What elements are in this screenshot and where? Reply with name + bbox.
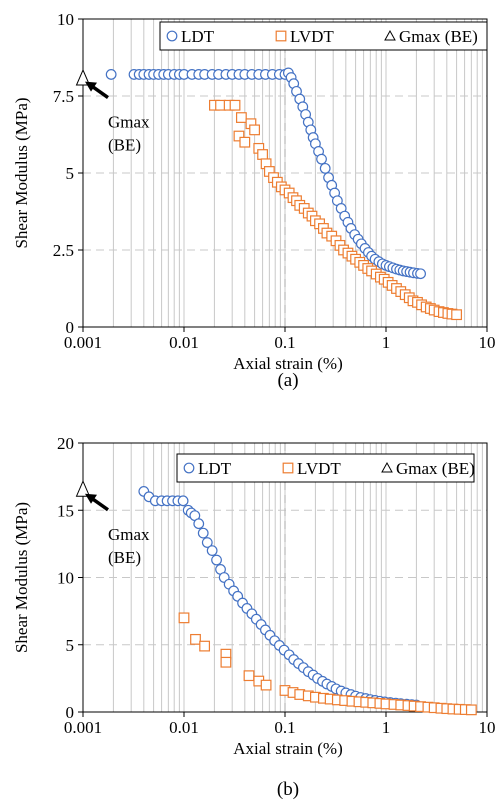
- series-lvdt: [178, 612, 477, 716]
- data-point-lvdt: [465, 704, 477, 716]
- series-lvdt: [209, 99, 462, 321]
- data-point-lvdt: [239, 136, 251, 148]
- data-point-lvdt: [190, 633, 201, 645]
- legend-marker-lvdt: [282, 462, 294, 474]
- series-gmax-be: [75, 479, 91, 497]
- x-axis-label: Axial strain (%): [233, 354, 343, 373]
- y-tick-label: 2.5: [53, 241, 74, 260]
- data-point-lvdt: [229, 99, 241, 111]
- x-tick-label: 0.01: [169, 333, 199, 352]
- y-tick-label: 10: [57, 10, 74, 29]
- x-tick-label: 0.1: [274, 333, 295, 352]
- data-point-lvdt: [249, 124, 260, 136]
- legend-label: LVDT: [290, 27, 334, 46]
- y-tick-label: 15: [57, 501, 74, 520]
- data-point-ldt: [105, 69, 117, 80]
- data-point-ldt: [415, 268, 426, 280]
- data-point-ldt: [201, 537, 213, 548]
- annotation-text-line1: Gmax: [108, 113, 150, 132]
- annotation-text-line2: (BE): [108, 136, 141, 155]
- annotation-arrow-head: [85, 81, 97, 92]
- panel-label: (b): [277, 779, 299, 800]
- x-tick-label: 0.001: [64, 333, 102, 352]
- chart-panel-a: 0.001 0.01 0.1 1 10 0 2.5 5 7.5 10 Axial strain (%…: [12, 10, 496, 391]
- gmax-annotation: Gmax (BE): [85, 493, 150, 567]
- data-point-ldt: [319, 162, 331, 174]
- y-tick-label: 0: [66, 703, 75, 722]
- x-tick-label: 0.01: [169, 718, 199, 737]
- data-point-ldt: [177, 495, 189, 507]
- y-tick-label: 0: [66, 318, 75, 337]
- legend: LDT LVDT Gmax (BE): [176, 453, 475, 483]
- legend-label: Gmax (BE): [399, 27, 478, 46]
- legend-box: [159, 21, 488, 51]
- legend-marker-gmax: [381, 461, 393, 473]
- legend-label: LVDT: [297, 459, 341, 478]
- y-axis-label: Shear Modulus (MPa): [12, 97, 31, 248]
- annotation-text-line2: (BE): [108, 548, 141, 567]
- legend-box: [176, 453, 475, 483]
- data-point-lvdt: [451, 309, 462, 321]
- legend-label: LDT: [198, 459, 232, 478]
- y-tick-label: 20: [57, 434, 74, 453]
- chart-panel-b: 0.001 0.01 0.1 1 10 0 5 10 15 20 Axial strain (%) S…: [12, 434, 496, 800]
- data-point-lvdt: [178, 612, 190, 624]
- panel-label: (a): [277, 370, 298, 391]
- legend-marker-lvdt: [275, 30, 287, 42]
- annotation-text-line1: Gmax: [108, 525, 150, 544]
- series-gmax-be: [75, 68, 91, 86]
- y-tick-label: 5: [66, 636, 75, 655]
- legend-marker-ldt: [183, 462, 195, 474]
- legend-marker-gmax: [384, 29, 396, 41]
- gmax-annotation: Gmax (BE): [85, 81, 150, 155]
- data-point-lvdt: [199, 640, 211, 652]
- x-tick-label: 1: [382, 718, 391, 737]
- x-tick-label: 10: [479, 718, 496, 737]
- data-point-lvdt: [233, 130, 245, 142]
- series-ldt: [105, 67, 426, 280]
- x-tick-label: 10: [479, 333, 496, 352]
- data-point-lvdt: [257, 149, 268, 160]
- annotation-arrow-shaft: [89, 496, 110, 512]
- data-point-gmax: [75, 68, 91, 86]
- legend: LDT LVDT Gmax (BE): [159, 21, 488, 51]
- y-axis-label: Shear Modulus (MPa): [12, 502, 31, 653]
- legend-label: Gmax (BE): [396, 459, 475, 478]
- annotation-arrow-shaft: [89, 84, 110, 100]
- data-point-ldt: [193, 518, 205, 530]
- x-tick-label: 1: [382, 333, 391, 352]
- data-point-ldt: [211, 554, 222, 566]
- data-point-lvdt: [235, 112, 247, 123]
- data-point-ldt: [316, 153, 327, 165]
- data-point-gmax: [75, 479, 91, 497]
- data-point-ldt: [206, 545, 218, 556]
- annotation-arrow-head: [85, 493, 97, 504]
- legend-marker-ldt: [166, 30, 178, 42]
- data-point-lvdt: [243, 670, 255, 682]
- x-tick-label: 0.001: [64, 718, 102, 737]
- legend-label: LDT: [181, 27, 215, 46]
- x-axis-label: Axial strain (%): [233, 739, 343, 758]
- data-point-ldt: [197, 527, 209, 539]
- y-tick-label: 5: [66, 164, 75, 183]
- data-point-lvdt: [260, 679, 272, 691]
- y-tick-label: 10: [57, 569, 74, 588]
- x-tick-label: 0.1: [274, 718, 295, 737]
- y-tick-label: 7.5: [53, 87, 74, 106]
- data-point-lvdt: [220, 656, 232, 668]
